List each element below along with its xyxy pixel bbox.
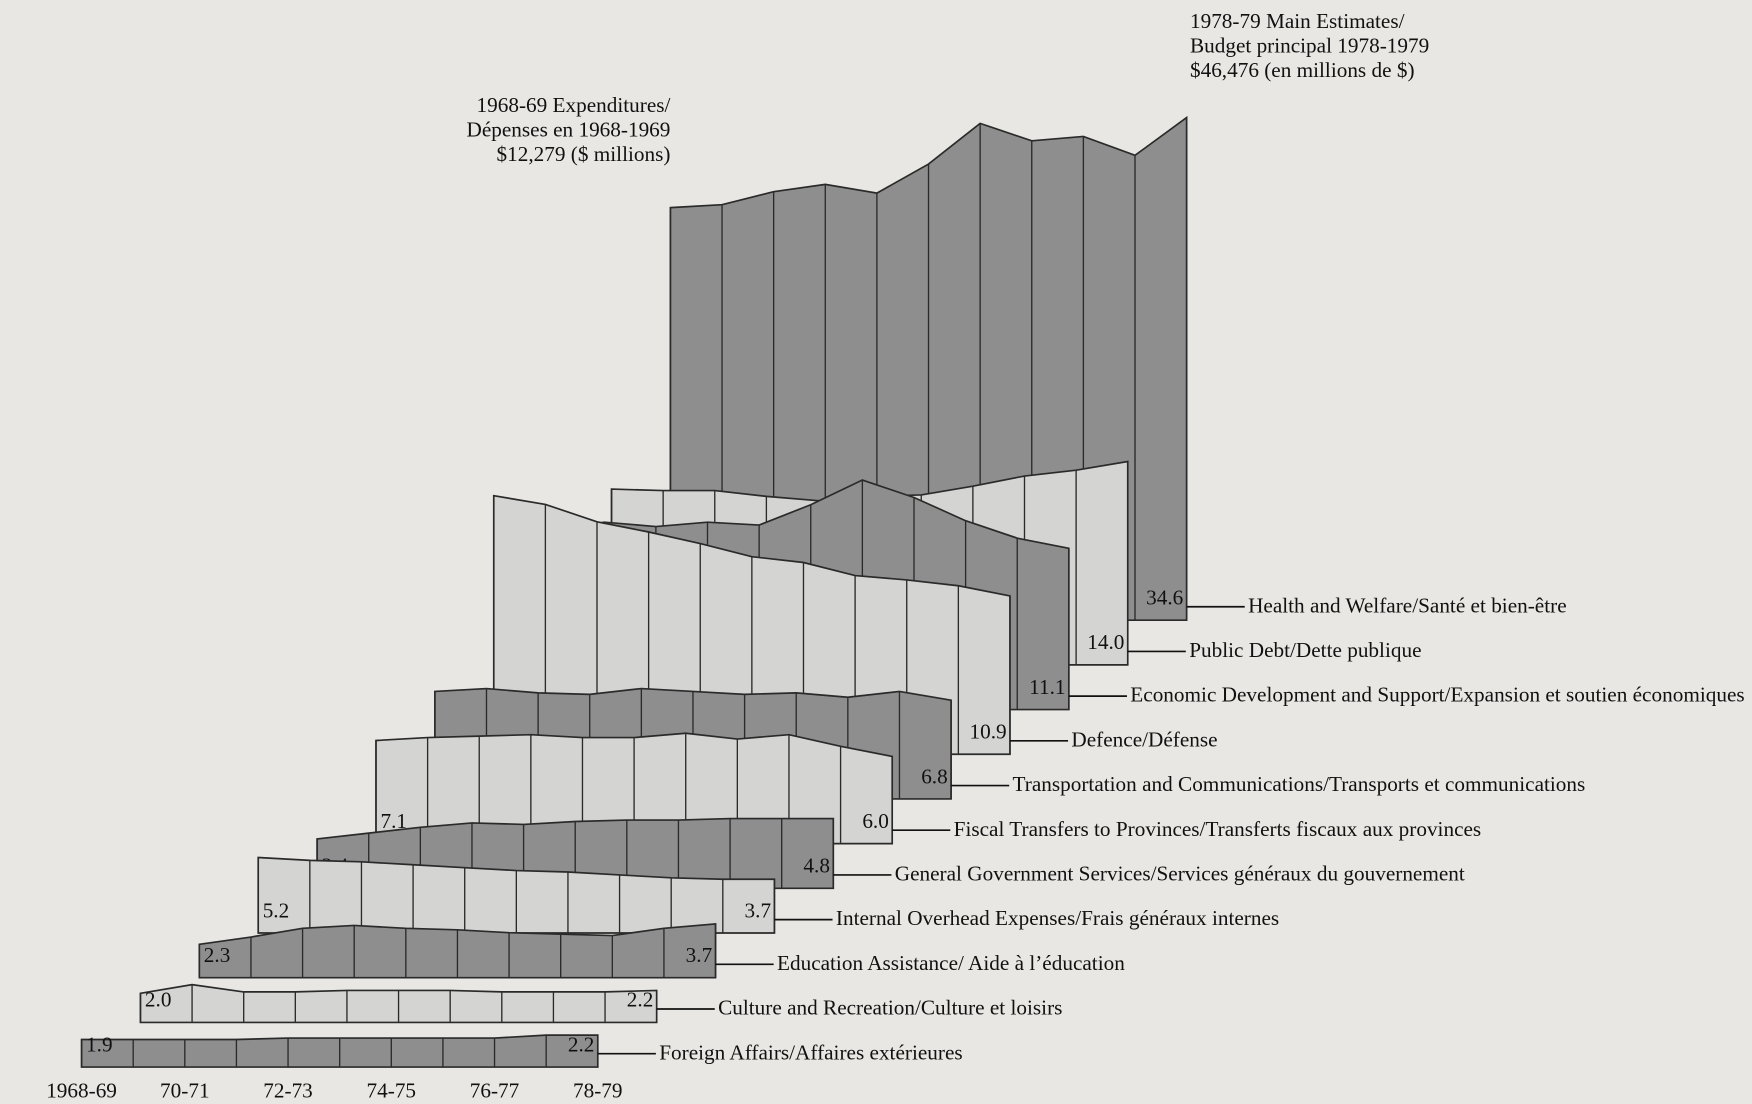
value-label: 1.9: [86, 1032, 113, 1056]
value-label: 5.2: [263, 898, 290, 922]
value-label: 14.0: [1087, 630, 1124, 654]
value-label: 2.2: [568, 1032, 595, 1056]
annotation: 1968-69 Expenditures/: [477, 93, 671, 117]
legend-label: Defence/Défense: [1071, 728, 1218, 753]
legend-label: Economic Development and Support/Expansi…: [1130, 683, 1745, 708]
legend-label: Fiscal Transfers to Provinces/Transferts…: [953, 817, 1482, 842]
legend-label: Education Assistance/ Aide à l’éducation: [776, 952, 1125, 976]
x-tick-label: 78-79: [573, 1078, 623, 1102]
legend-entry: Fiscal Transfers to Provinces/Transferts…: [953, 817, 1482, 842]
value-label: 2.2: [627, 988, 654, 1012]
value-label: 4.8: [803, 854, 830, 878]
legend-entry: Economic Development and Support/Expansi…: [1130, 683, 1745, 708]
x-tick-label: 74-75: [367, 1078, 417, 1102]
legend-label: Transportation and Communications/Transp…: [1012, 773, 1586, 797]
legend-label: Public Debt/Dette publique: [1189, 639, 1422, 663]
annotation: 1978-79 Main Estimates/: [1190, 9, 1405, 33]
annotation: Budget principal 1978-1979: [1190, 34, 1429, 58]
legend-entry: Health and Welfare/Santé et bien-être: [1248, 594, 1567, 618]
value-label: 6.0: [862, 809, 889, 833]
x-tick-label: 76-77: [470, 1078, 520, 1102]
legend-entry: Defence/Défense: [1071, 728, 1218, 753]
x-tick-label: 70-71: [160, 1078, 210, 1102]
legend-entry: General Government Services/Services gén…: [894, 862, 1465, 887]
legend-entry: Public Debt/Dette publique: [1189, 639, 1422, 663]
annotation: $12,279 ($ millions): [497, 142, 671, 166]
legend-entry: Foreign Affairs/Affaires extérieures: [659, 1041, 963, 1065]
annotation: Dépenses en 1968-1969: [467, 117, 671, 141]
legend-label: Internal Overhead Expenses/Frais générau…: [835, 907, 1280, 931]
annotation: $46,476 (en millions de $): [1190, 58, 1415, 82]
value-label: 6.8: [921, 764, 948, 788]
value-label: 2.0: [145, 988, 172, 1012]
legend-label: Foreign Affairs/Affaires extérieures: [659, 1041, 963, 1065]
value-label: 11.1: [1029, 675, 1065, 699]
value-label: 10.9: [969, 720, 1006, 744]
legend-label: General Government Services/Services gén…: [894, 862, 1465, 887]
value-label: 3.7: [686, 943, 713, 967]
legend-label: Culture and Recreation/Culture et loisir…: [718, 996, 1063, 1021]
x-tick-label: 1968-69: [46, 1078, 117, 1102]
legend-entry: Internal Overhead Expenses/Frais générau…: [835, 907, 1280, 931]
value-label: 3.7: [745, 898, 772, 922]
legend-entry: Education Assistance/ Aide à l’éducation: [776, 952, 1125, 976]
legend-entry: Transportation and Communications/Transp…: [1012, 773, 1586, 797]
value-label: 2.3: [204, 943, 231, 967]
legend-label: Health and Welfare/Santé et bien-être: [1248, 594, 1567, 618]
x-tick-label: 72-73: [263, 1078, 313, 1102]
value-label: 34.6: [1146, 586, 1183, 610]
legend-entry: Culture and Recreation/Culture et loisir…: [718, 996, 1063, 1021]
